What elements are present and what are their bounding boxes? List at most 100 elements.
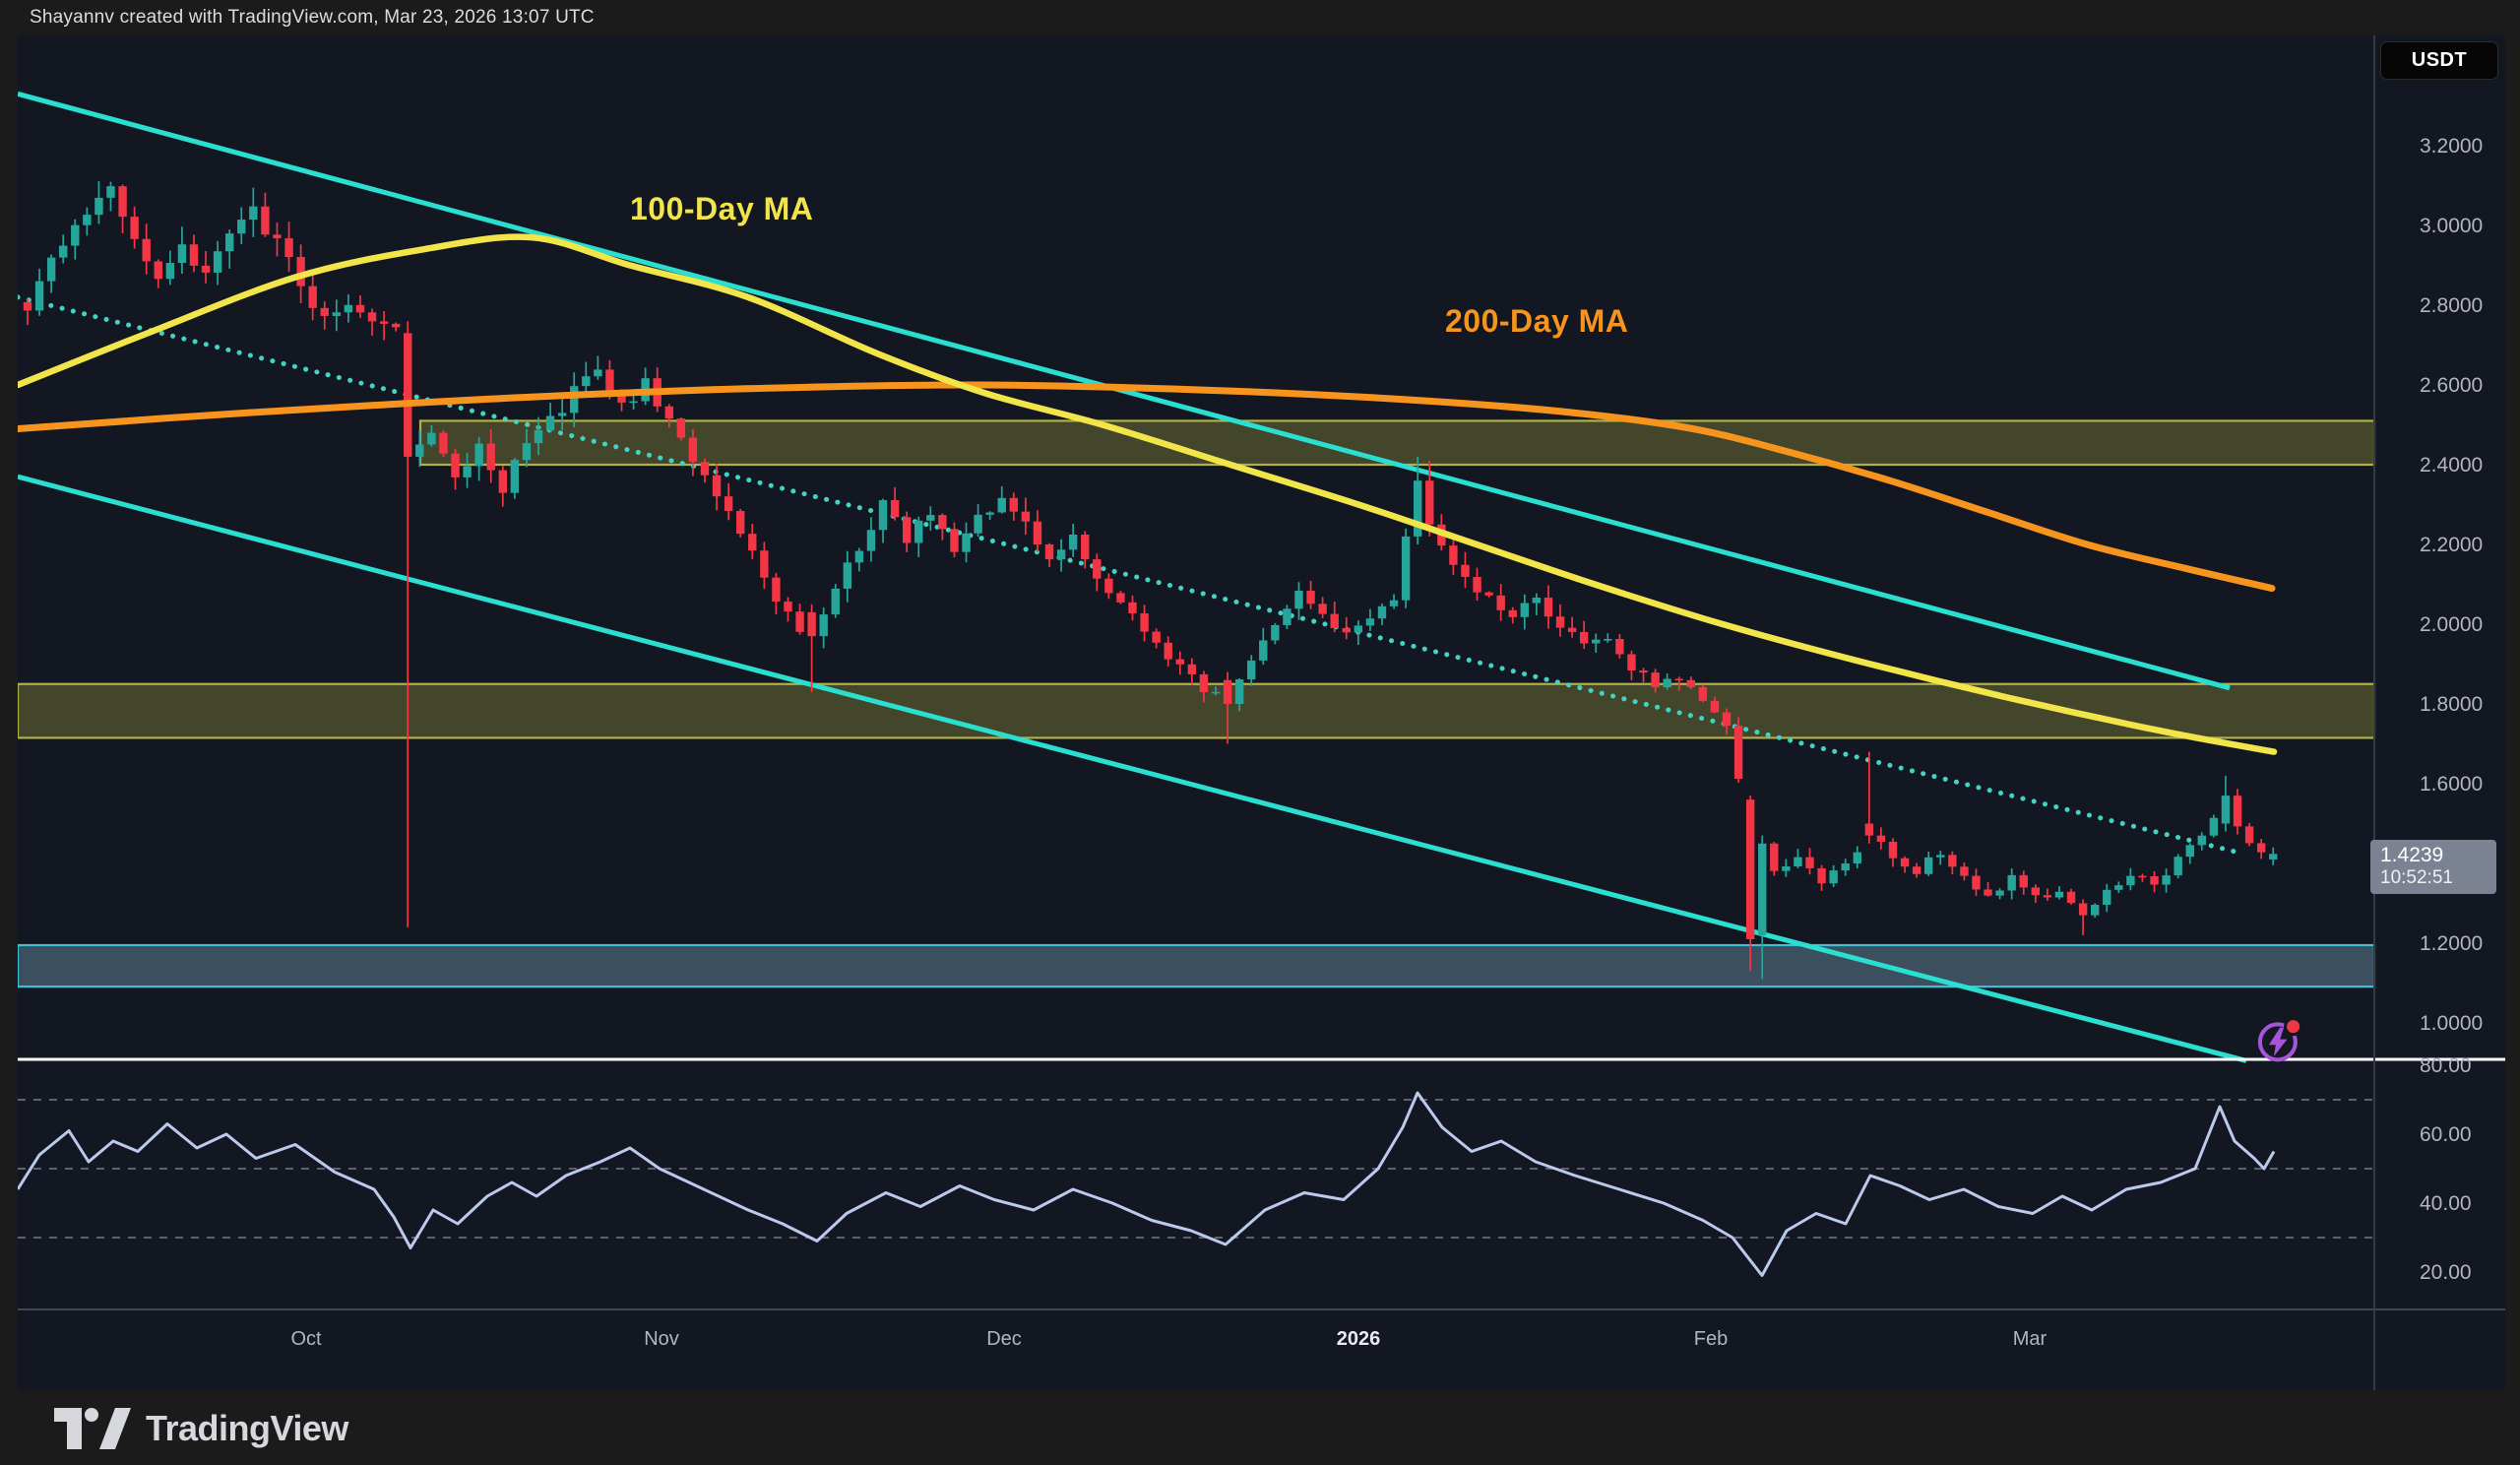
candle	[1175, 651, 1184, 675]
candle	[1984, 881, 1992, 897]
candle	[2066, 888, 2076, 905]
candle	[1211, 686, 1221, 696]
candle	[2078, 899, 2088, 935]
candle	[106, 181, 115, 212]
price-axis-label[interactable]: 2.4000	[2420, 454, 2483, 477]
candle	[1710, 696, 1720, 714]
candle	[1081, 531, 1090, 569]
candle	[1116, 591, 1125, 605]
price-axis-label[interactable]: 1.2000	[2420, 932, 2483, 955]
candle	[1271, 622, 1280, 645]
candle	[1604, 633, 1612, 643]
sr-zones	[18, 419, 2376, 988]
price-axis-label[interactable]: 2.0000	[2420, 613, 2483, 636]
candle	[1544, 585, 1553, 629]
200-day-ma-line[interactable]	[18, 381, 2276, 593]
candle	[1627, 650, 1636, 680]
candle	[451, 448, 460, 490]
ma100-label: 100-Day MA	[630, 191, 814, 226]
descending-dotted-trendline[interactable]	[18, 294, 2237, 855]
countdown-timer: 10:52:51	[2380, 867, 2453, 888]
candle	[1389, 594, 1399, 609]
candle	[1365, 608, 1375, 631]
chart-panel[interactable]: 3.2000 3.0000 2.8000 2.6000 2.4000 2.2000 2.00…	[18, 35, 2505, 1390]
candle	[415, 430, 424, 468]
candle	[23, 298, 32, 326]
price-axis-label[interactable]: 3.2000	[2420, 135, 2483, 158]
candle	[712, 463, 722, 511]
candle	[914, 516, 923, 557]
candle	[1223, 671, 1232, 744]
tradingview-logo[interactable]: TradingView	[54, 1408, 348, 1449]
price-axis-label[interactable]: 2.6000	[2420, 374, 2483, 397]
candle	[831, 584, 840, 618]
candle	[1960, 862, 1969, 881]
tradingview-mark-icon	[54, 1408, 131, 1449]
candle	[1567, 616, 1577, 638]
candle	[1496, 584, 1505, 621]
candle	[1140, 605, 1149, 642]
candle	[1342, 616, 1351, 640]
candle	[522, 428, 532, 468]
rsi-axis-label[interactable]: 60.00	[2420, 1123, 2472, 1146]
candle	[1663, 672, 1671, 690]
candle	[1782, 859, 1791, 877]
candle	[1164, 636, 1172, 667]
100-day-ma-line[interactable]	[18, 233, 2278, 755]
channel-upper-line[interactable]	[18, 91, 2231, 691]
candle	[748, 524, 757, 559]
candle	[1413, 456, 1422, 544]
price-axis-label[interactable]: 1.6000	[2420, 773, 2483, 796]
candle	[1401, 528, 1411, 608]
candle	[2054, 886, 2064, 900]
candle	[1995, 888, 2004, 900]
last-price-value: 1.4239	[2380, 844, 2444, 866]
candle	[1247, 655, 1256, 686]
rsi-axis-label[interactable]: 20.00	[2420, 1261, 2472, 1284]
rsi-axis-label[interactable]: 40.00	[2420, 1192, 2472, 1215]
candle	[2221, 775, 2231, 832]
time-axis-label-Nov[interactable]: Nov	[644, 1328, 679, 1350]
time-axis-label-Mar[interactable]: Mar	[2013, 1328, 2048, 1350]
candle	[1187, 658, 1197, 685]
price-axis-label[interactable]: 1.0000	[2420, 1012, 2483, 1035]
candle	[1972, 868, 1981, 897]
resistance-zone-1.72-1.85	[18, 682, 2376, 739]
candle	[1864, 751, 1874, 844]
candle	[926, 506, 935, 531]
candle	[379, 311, 389, 341]
candle	[273, 222, 282, 257]
rsi-axis-label[interactable]: 80.00	[2420, 1054, 2472, 1077]
candle	[2103, 883, 2111, 913]
candle	[284, 222, 293, 272]
candle	[463, 453, 472, 488]
candle	[1722, 708, 1732, 735]
candle	[71, 219, 80, 260]
candle	[224, 229, 234, 269]
price-axis-label[interactable]: 2.8000	[2420, 294, 2483, 317]
time-axis-label-Oct[interactable]: Oct	[290, 1328, 322, 1350]
candle	[332, 299, 342, 332]
candle	[1817, 864, 1826, 891]
currency-badge[interactable]: USDT	[2380, 41, 2498, 80]
moving-averages	[18, 233, 2278, 755]
candle	[807, 604, 816, 692]
channel-lower-line[interactable]	[18, 474, 2247, 1063]
candle	[819, 607, 828, 649]
price-axis-label[interactable]: 3.0000	[2420, 215, 2483, 237]
candle	[355, 294, 365, 318]
price-axis-label[interactable]: 2.2000	[2420, 534, 2483, 556]
time-axis-label-Feb[interactable]: Feb	[1694, 1328, 1728, 1350]
time-axis-label-Dec[interactable]: Dec	[986, 1328, 1022, 1350]
candle	[1936, 850, 1945, 865]
candle	[34, 268, 44, 316]
candle	[130, 206, 139, 249]
candle	[2007, 867, 2016, 900]
time-axis-label-2026[interactable]: 2026	[1337, 1328, 1381, 1350]
notification-dot	[2287, 1020, 2300, 1034]
candle	[201, 251, 211, 284]
candle	[1639, 668, 1648, 683]
candle	[760, 541, 769, 590]
flash-replay-icon[interactable]	[2252, 1012, 2305, 1065]
price-axis-label[interactable]: 1.8000	[2420, 693, 2483, 716]
